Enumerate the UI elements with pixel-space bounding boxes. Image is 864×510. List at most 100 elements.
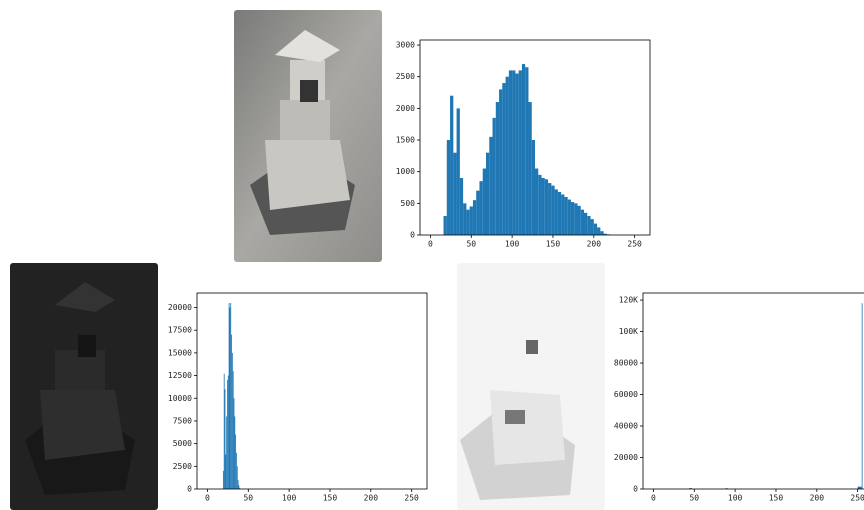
- histogram-bar: [225, 454, 227, 489]
- histogram-bar: [443, 216, 447, 235]
- histogram-bar: [463, 203, 467, 235]
- histogram-bar: [232, 371, 234, 489]
- histogram-bar: [224, 389, 226, 489]
- histogram-bar: [521, 64, 526, 235]
- histogram-bar: [227, 375, 229, 489]
- x-tick-label: 150: [769, 494, 784, 503]
- axes-frame: [196, 292, 428, 490]
- histogram-bar: [476, 190, 480, 235]
- histogram-bar: [485, 152, 490, 235]
- histogram-bar: [570, 202, 575, 235]
- histogram-bar: [544, 179, 549, 235]
- histogram-bar: [561, 194, 565, 235]
- y-tick-label: 2500: [173, 462, 192, 471]
- histogram-bar: [535, 168, 539, 235]
- x-tick-label: 200: [810, 494, 825, 503]
- histogram-bar: [446, 140, 451, 235]
- histogram-bar: [548, 183, 552, 235]
- histogram-bar: [541, 178, 545, 235]
- histogram-bar: [567, 199, 571, 235]
- histogram-bar: [528, 102, 532, 235]
- histogram-bar: [489, 136, 493, 235]
- x-tick-label: 100: [728, 494, 743, 503]
- histogram-bar: [857, 486, 862, 489]
- axes-frame: [642, 292, 864, 490]
- histogram-bar: [236, 466, 238, 489]
- histogram-bar: [229, 307, 231, 489]
- histogram-bar: [482, 168, 486, 235]
- histogram-bar: [505, 76, 509, 235]
- y-tick-label: 15000: [168, 348, 192, 357]
- histogram-bar: [233, 398, 235, 489]
- histogram-bar: [479, 181, 483, 235]
- image-bright: [457, 263, 605, 510]
- x-tick-label: 200: [364, 494, 379, 503]
- x-tick-label: 0: [205, 494, 210, 503]
- x-tick-label: 50: [466, 240, 476, 249]
- histogram-bar: [508, 70, 513, 235]
- y-tick-label: 2000: [396, 104, 415, 113]
- histogram-bar: [515, 73, 519, 235]
- y-tick-label: 10000: [168, 394, 192, 403]
- y-tick-label: 7500: [173, 416, 192, 425]
- y-tick-label: 1500: [396, 136, 415, 145]
- histogram-bar: [237, 479, 239, 489]
- histogram-bar: [600, 231, 604, 235]
- y-tick-label: 2500: [396, 72, 415, 81]
- histogram-bar: [584, 212, 588, 235]
- histogram-bar: [450, 95, 454, 235]
- histogram-bar: [227, 380, 228, 489]
- histogram-bar: [230, 302, 232, 489]
- y-tick-label: 100K: [619, 327, 638, 336]
- histogram-bar: [554, 189, 558, 235]
- histogram-bar: [590, 219, 594, 235]
- y-tick-label: 40000: [614, 422, 638, 431]
- x-tick-label: 250: [850, 494, 864, 503]
- y-tick-label: 80000: [614, 359, 638, 368]
- histogram-bar: [538, 174, 542, 235]
- image-dark: [10, 263, 158, 510]
- y-tick-label: 0: [187, 485, 192, 494]
- x-tick-label: 100: [282, 494, 297, 503]
- y-tick-label: 1000: [396, 167, 415, 176]
- x-tick-label: 50: [689, 494, 699, 503]
- x-tick-label: 150: [323, 494, 338, 503]
- histogram-bar: [580, 209, 585, 235]
- histogram-bar: [861, 303, 863, 489]
- x-tick-label: 100: [505, 240, 520, 249]
- y-tick-label: 3000: [396, 41, 415, 50]
- histogram-bar: [234, 416, 236, 489]
- y-tick-label: 20000: [168, 303, 192, 312]
- histogram-bar: [518, 70, 522, 235]
- histogram-bar: [235, 434, 237, 489]
- histogram-bar: [512, 70, 516, 235]
- histogram-bar: [603, 233, 607, 235]
- histogram-bar: [587, 216, 591, 235]
- y-tick-label: 5000: [173, 439, 192, 448]
- histogram-bar: [689, 488, 692, 489]
- y-tick-label: 500: [401, 199, 416, 208]
- y-tick-label: 17500: [168, 326, 192, 335]
- histogram-bar: [222, 470, 224, 489]
- histogram-bar: [502, 83, 506, 236]
- histogram-bar: [469, 206, 473, 235]
- histogram-bar: [574, 203, 578, 235]
- histogram-bar: [231, 334, 232, 489]
- x-tick-label: 0: [651, 494, 656, 503]
- histogram-bar: [499, 89, 503, 235]
- histogram-bar: [525, 67, 529, 235]
- histogram-bar: [531, 140, 535, 235]
- y-tick-label: 20000: [614, 453, 638, 462]
- histogram-bar: [564, 197, 568, 235]
- x-tick-label: 200: [587, 240, 602, 249]
- histogram-bar: [472, 200, 477, 235]
- histogram-bar: [459, 178, 464, 235]
- y-tick-label: 60000: [614, 390, 638, 399]
- histogram-bar: [495, 102, 500, 235]
- x-tick-label: 0: [428, 240, 433, 249]
- histogram-bar: [456, 108, 460, 235]
- y-tick-label: 12500: [168, 371, 192, 380]
- x-tick-label: 250: [627, 240, 642, 249]
